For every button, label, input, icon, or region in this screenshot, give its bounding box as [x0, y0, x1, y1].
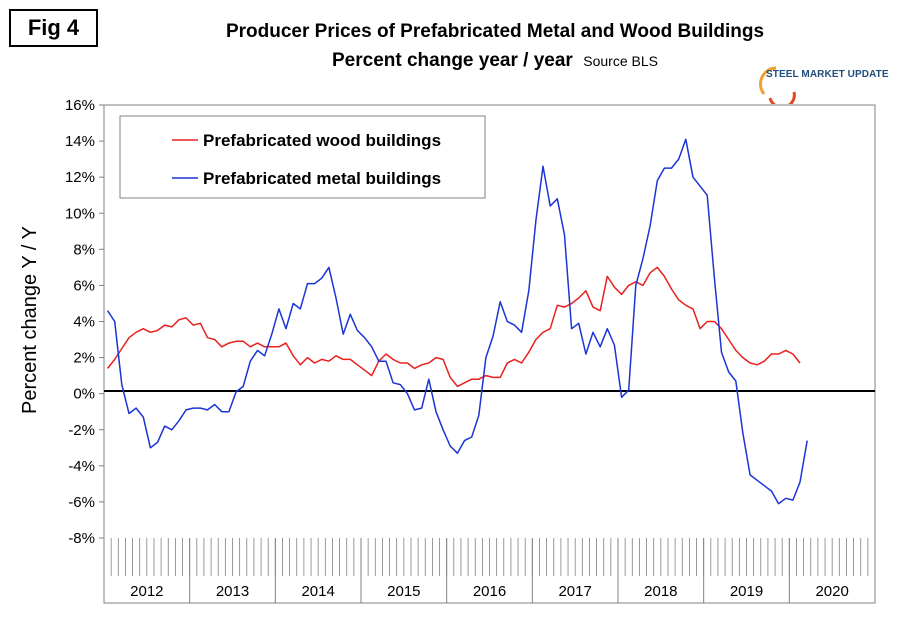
logo-swoosh-icon	[759, 66, 796, 104]
brand-logo: STEEL MARKET UPDATE	[748, 64, 898, 104]
year-label: 2019	[730, 583, 763, 600]
x-year-labels: 2012 2013 2014 2015 2016 2017 2018 2019 2020	[130, 583, 849, 600]
year-dividers	[103, 538, 790, 603]
y-tick-label: -4%	[68, 458, 95, 475]
y-tick-label: -2%	[68, 422, 95, 439]
y-tick-label: 6%	[73, 277, 95, 294]
series-layer	[106, 138, 808, 505]
y-axis-ticks	[99, 104, 104, 539]
year-label: 2017	[558, 583, 591, 600]
year-label: 2012	[130, 583, 163, 600]
year-label: 2015	[387, 583, 420, 600]
year-label: 2014	[301, 583, 334, 600]
y-tick-labels: -8% -6% -4% -2% 0% 2% 4% 6% 8% 10% 12% 14% 16%	[65, 97, 95, 547]
year-label: 2013	[216, 583, 249, 600]
year-label: 2016	[473, 583, 506, 600]
month-ticks	[103, 538, 876, 576]
plot-area	[103, 104, 876, 604]
chart-source: Source BLS	[583, 53, 658, 69]
chart-title: Producer Prices of Prefabricated Metal a…	[225, 21, 765, 42]
y-tick-label: 12%	[65, 169, 95, 186]
legend-label-wood: Prefabricated wood buildings	[203, 131, 441, 150]
year-label: 2020	[815, 583, 848, 600]
legend: Prefabricated wood buildings Prefabricat…	[119, 115, 486, 199]
y-tick-label: -8%	[68, 530, 95, 547]
figure-label: Fig 4	[9, 9, 98, 47]
chart-subtitle: Percent change year / year	[332, 50, 573, 71]
y-tick-label: 0%	[73, 386, 95, 403]
legend-label-metal: Prefabricated metal buildings	[203, 169, 441, 188]
y-tick-label: -6%	[68, 494, 95, 511]
year-label: 2018	[644, 583, 677, 600]
logo-text: STEEL MARKET UPDATE	[766, 69, 889, 80]
subtitle-row: Percent change year / year Source BLS	[150, 50, 840, 74]
y-tick-label: 4%	[73, 314, 95, 331]
series-line-wood	[107, 266, 801, 388]
y-tick-label: 2%	[73, 350, 95, 367]
series-line-metal	[106, 138, 808, 505]
y-tick-label: 8%	[73, 241, 95, 258]
y-axis-label: Percent change Y / Y	[19, 226, 41, 414]
y-tick-label: 10%	[65, 205, 95, 222]
legend-box	[119, 115, 486, 199]
y-tick-label: 16%	[65, 97, 95, 114]
y-tick-label: 14%	[65, 133, 95, 150]
